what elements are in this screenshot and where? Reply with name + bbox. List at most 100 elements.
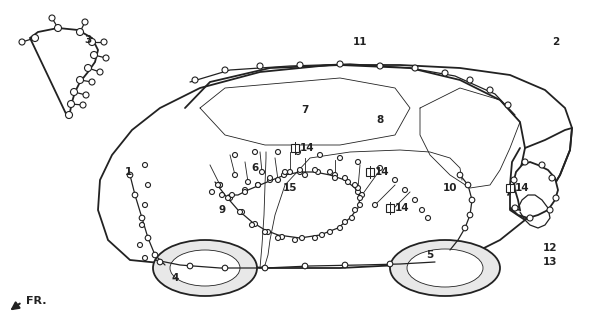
Text: 1: 1 — [124, 167, 132, 177]
Circle shape — [89, 79, 95, 85]
Circle shape — [337, 226, 342, 230]
Circle shape — [143, 203, 148, 207]
Circle shape — [82, 19, 88, 25]
Circle shape — [262, 265, 268, 271]
Circle shape — [387, 261, 393, 267]
Circle shape — [103, 55, 109, 61]
Ellipse shape — [153, 240, 257, 296]
Text: 5: 5 — [426, 250, 434, 260]
Circle shape — [505, 102, 511, 108]
Circle shape — [356, 186, 361, 190]
Circle shape — [465, 182, 471, 188]
Circle shape — [281, 172, 287, 178]
Circle shape — [426, 215, 431, 220]
Circle shape — [356, 159, 361, 164]
Circle shape — [146, 182, 151, 188]
Circle shape — [332, 175, 337, 180]
Circle shape — [232, 172, 237, 178]
Circle shape — [222, 265, 228, 271]
Circle shape — [245, 180, 251, 185]
Circle shape — [243, 189, 248, 195]
Text: 14: 14 — [375, 167, 389, 177]
Ellipse shape — [170, 250, 240, 286]
Text: 7: 7 — [301, 105, 309, 115]
Circle shape — [539, 162, 545, 168]
Circle shape — [276, 178, 281, 182]
Circle shape — [412, 197, 417, 203]
Circle shape — [511, 177, 517, 183]
Circle shape — [276, 149, 281, 155]
Circle shape — [328, 229, 332, 235]
Circle shape — [256, 182, 260, 188]
Text: 2: 2 — [553, 37, 559, 47]
Circle shape — [259, 170, 265, 174]
Circle shape — [132, 192, 138, 198]
Circle shape — [332, 172, 337, 178]
Circle shape — [547, 207, 553, 213]
Circle shape — [145, 235, 151, 241]
Circle shape — [337, 156, 342, 161]
Circle shape — [458, 172, 463, 178]
Circle shape — [403, 188, 407, 193]
Circle shape — [19, 39, 25, 45]
FancyBboxPatch shape — [386, 204, 394, 212]
Circle shape — [90, 52, 98, 59]
Circle shape — [54, 25, 62, 31]
Circle shape — [97, 69, 103, 75]
Circle shape — [412, 65, 418, 71]
Text: 14: 14 — [300, 143, 314, 153]
Circle shape — [101, 39, 107, 45]
Circle shape — [300, 236, 304, 241]
Text: 14: 14 — [395, 203, 409, 213]
Polygon shape — [30, 28, 98, 118]
Circle shape — [76, 76, 84, 84]
Circle shape — [226, 196, 231, 201]
Text: 11: 11 — [353, 37, 367, 47]
Circle shape — [512, 205, 518, 211]
Circle shape — [240, 210, 245, 214]
Circle shape — [357, 196, 362, 201]
Circle shape — [282, 170, 287, 174]
FancyBboxPatch shape — [291, 144, 299, 152]
Text: FR.: FR. — [26, 296, 46, 306]
Text: 13: 13 — [543, 257, 558, 267]
Circle shape — [353, 182, 357, 188]
Circle shape — [232, 153, 237, 157]
Circle shape — [143, 255, 148, 260]
Circle shape — [359, 193, 365, 197]
Circle shape — [345, 180, 351, 185]
Circle shape — [222, 67, 228, 73]
Circle shape — [88, 38, 96, 45]
Circle shape — [487, 87, 493, 93]
Circle shape — [295, 149, 301, 155]
Circle shape — [265, 229, 270, 235]
Circle shape — [243, 188, 248, 193]
Circle shape — [420, 207, 425, 212]
Circle shape — [76, 28, 84, 36]
Circle shape — [350, 215, 354, 220]
Circle shape — [192, 77, 198, 83]
Text: 15: 15 — [283, 183, 297, 193]
Circle shape — [143, 163, 148, 167]
Circle shape — [353, 207, 357, 212]
Circle shape — [469, 197, 475, 203]
Circle shape — [312, 236, 317, 241]
Circle shape — [152, 252, 158, 258]
Circle shape — [356, 189, 361, 195]
Text: 3: 3 — [84, 35, 92, 45]
Circle shape — [297, 62, 303, 68]
Circle shape — [229, 193, 234, 197]
Circle shape — [467, 77, 473, 83]
Circle shape — [303, 172, 307, 178]
Circle shape — [139, 215, 145, 221]
Circle shape — [527, 215, 533, 221]
Circle shape — [215, 182, 220, 188]
Circle shape — [377, 63, 383, 69]
Circle shape — [462, 225, 468, 231]
Circle shape — [187, 263, 193, 269]
Text: 10: 10 — [443, 183, 458, 193]
Circle shape — [137, 243, 143, 247]
Circle shape — [302, 263, 308, 269]
Circle shape — [253, 149, 257, 155]
Circle shape — [378, 165, 382, 171]
